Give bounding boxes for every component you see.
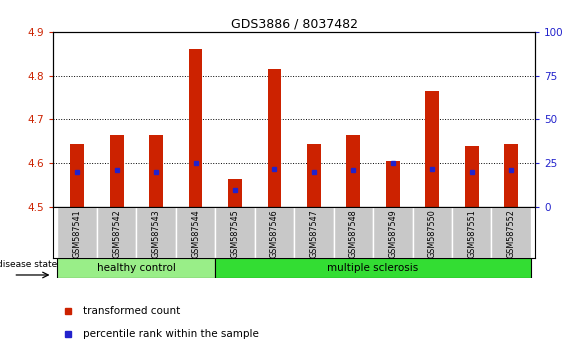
Bar bbox=[373, 207, 413, 258]
Text: GSM587547: GSM587547 bbox=[310, 209, 319, 258]
Bar bbox=[386, 161, 400, 207]
Text: GSM587549: GSM587549 bbox=[388, 209, 397, 258]
Bar bbox=[215, 207, 254, 258]
Bar bbox=[70, 144, 84, 207]
Text: healthy control: healthy control bbox=[97, 263, 176, 273]
Bar bbox=[57, 207, 97, 258]
Text: GSM587552: GSM587552 bbox=[507, 209, 516, 258]
Text: GSM587545: GSM587545 bbox=[230, 209, 239, 258]
Bar bbox=[334, 207, 373, 258]
Bar bbox=[176, 207, 215, 258]
Bar bbox=[189, 48, 203, 207]
Text: GSM587548: GSM587548 bbox=[349, 209, 358, 258]
Text: disease state: disease state bbox=[0, 260, 57, 269]
Bar bbox=[254, 207, 294, 258]
Text: GSM587546: GSM587546 bbox=[270, 209, 279, 258]
Text: transformed count: transformed count bbox=[83, 306, 180, 316]
Text: multiple sclerosis: multiple sclerosis bbox=[328, 263, 419, 273]
Bar bbox=[267, 69, 282, 207]
Bar bbox=[294, 207, 334, 258]
Bar bbox=[136, 207, 176, 258]
Bar bbox=[346, 135, 360, 207]
Bar bbox=[504, 144, 518, 207]
Text: GSM587544: GSM587544 bbox=[191, 209, 200, 258]
Bar bbox=[465, 146, 479, 207]
Bar bbox=[97, 207, 136, 258]
Text: GSM587551: GSM587551 bbox=[467, 209, 476, 258]
Bar bbox=[307, 144, 321, 207]
Bar bbox=[149, 135, 163, 207]
Title: GDS3886 / 8037482: GDS3886 / 8037482 bbox=[231, 18, 358, 31]
Text: percentile rank within the sample: percentile rank within the sample bbox=[83, 329, 258, 339]
Text: GSM587541: GSM587541 bbox=[73, 209, 82, 258]
Bar bbox=[110, 135, 123, 207]
Bar bbox=[228, 179, 242, 207]
Bar bbox=[215, 258, 531, 278]
Bar bbox=[426, 91, 439, 207]
Text: GSM587542: GSM587542 bbox=[112, 209, 121, 258]
Bar bbox=[491, 207, 531, 258]
Text: GSM587543: GSM587543 bbox=[151, 209, 160, 258]
Text: GSM587550: GSM587550 bbox=[428, 209, 437, 258]
Bar bbox=[413, 207, 452, 258]
Bar bbox=[57, 258, 215, 278]
Bar bbox=[452, 207, 491, 258]
